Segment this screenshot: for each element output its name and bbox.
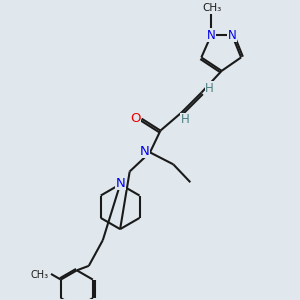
Text: H: H: [205, 82, 214, 95]
Text: N: N: [207, 28, 216, 41]
Text: N: N: [228, 28, 236, 41]
Text: H: H: [181, 113, 189, 126]
Text: N: N: [140, 145, 149, 158]
Text: CH₃: CH₃: [202, 3, 221, 13]
Text: N: N: [116, 177, 126, 190]
Text: CH₃: CH₃: [31, 270, 49, 280]
Text: O: O: [130, 112, 140, 124]
